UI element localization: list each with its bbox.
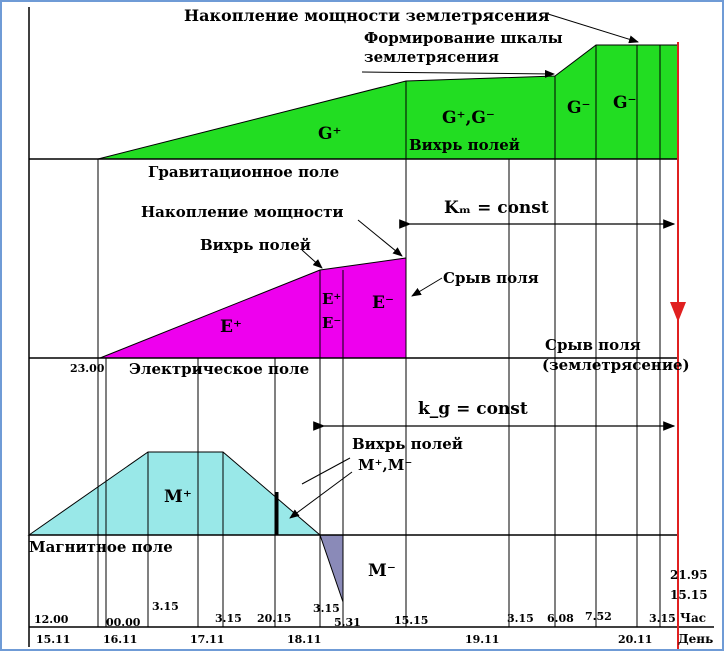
km-const-formula: Kₘ = const bbox=[444, 198, 549, 218]
scale-formation-title-2: землетрясения bbox=[364, 48, 499, 66]
time-label: 3.15 bbox=[215, 612, 242, 625]
date-label: 19.11 bbox=[465, 633, 499, 646]
time-label: 6.08 bbox=[547, 612, 574, 625]
field-break-eq-title-1: Срыв поля bbox=[545, 336, 641, 354]
date-label: 18.11 bbox=[287, 633, 321, 646]
electric-vortex-title: Вихрь полей bbox=[200, 236, 311, 254]
magnetic-vortex-title: Вихрь полей bbox=[352, 435, 463, 453]
region-m-plus: M⁺ bbox=[164, 487, 192, 507]
region-g-plus-minus: G⁺,G⁻ bbox=[442, 108, 495, 128]
date-label: 17.11 bbox=[190, 633, 224, 646]
hour-label: Час bbox=[680, 611, 706, 625]
start-time-label: 23.00 bbox=[70, 362, 105, 375]
region-g-plus: G⁺ bbox=[318, 124, 342, 144]
time-label: 3.15 bbox=[152, 600, 179, 613]
time-label: 15.15 bbox=[394, 614, 428, 627]
power-accumulation-title: Накопление мощности bbox=[141, 203, 344, 221]
date-labels: 15.11 16.11 17.11 18.11 19.11 20.11 bbox=[36, 633, 652, 646]
callout-lines bbox=[289, 13, 639, 519]
region-e-minus: E⁻ bbox=[372, 293, 394, 313]
time-label: 3.15 bbox=[507, 612, 534, 625]
region-g-minus-2: G⁻ bbox=[613, 93, 637, 113]
date-label: 16.11 bbox=[103, 633, 137, 646]
gravity-field-title: Гравитационное поле bbox=[148, 163, 339, 181]
right-time-1: 21.95 bbox=[670, 568, 708, 582]
electric-field-title: Электрическое поле bbox=[129, 360, 309, 378]
time-labels: 12.00 00.00 3.15 3.15 20.15 3.15 5.31 15… bbox=[34, 600, 676, 629]
day-label: День bbox=[678, 632, 713, 646]
electric-area bbox=[99, 257, 407, 359]
region-m-minus: M⁻ bbox=[368, 561, 396, 581]
time-label: 3.15 bbox=[313, 602, 340, 615]
date-label: 20.11 bbox=[618, 633, 652, 646]
magnetic-field-title: Магнитное поле bbox=[29, 538, 173, 556]
region-e-minus-small: E⁻ bbox=[322, 314, 341, 332]
region-g-minus-1: G⁻ bbox=[567, 98, 591, 118]
scale-formation-title-1: Формирование шкалы bbox=[364, 29, 563, 47]
region-e-plus: E⁺ bbox=[220, 317, 242, 337]
field-break-title: Срыв поля bbox=[443, 269, 539, 287]
time-label: 12.00 bbox=[34, 613, 69, 626]
grid-lines bbox=[97, 45, 661, 627]
time-label: 7.52 bbox=[585, 610, 612, 623]
power-accumulation-eq-title: Накопление мощности землетрясения bbox=[184, 6, 550, 25]
time-label: 3.15 bbox=[649, 612, 676, 625]
gravity-vortex-title: Вихрь полей bbox=[409, 136, 520, 154]
time-label: 5.31 bbox=[334, 616, 361, 629]
field-break-eq-title-2: (землетрясение) bbox=[542, 356, 690, 374]
date-label: 15.11 bbox=[36, 633, 70, 646]
region-m-plus-minus: M⁺,M⁻ bbox=[358, 456, 412, 474]
time-label: 00.00 bbox=[106, 616, 141, 629]
time-label: 20.15 bbox=[257, 612, 291, 625]
right-time-2: 15.15 bbox=[670, 588, 708, 602]
kg-const-formula: k_g = const bbox=[418, 399, 528, 419]
region-e-plus-small: E⁺ bbox=[322, 290, 341, 308]
m-minus-area bbox=[319, 534, 344, 603]
